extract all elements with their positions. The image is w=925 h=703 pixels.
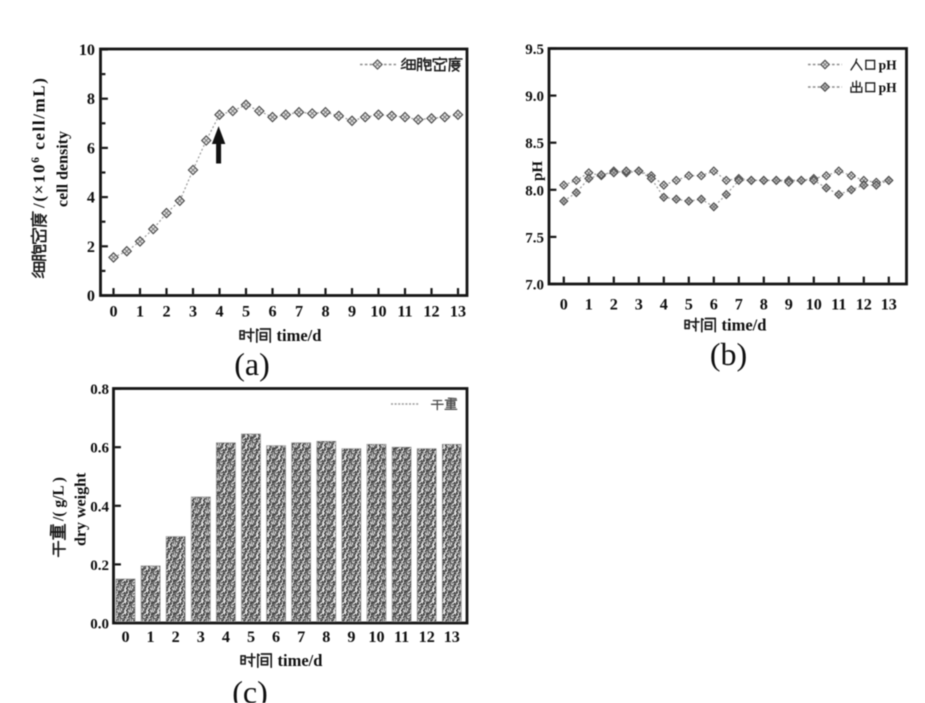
svg-text:8: 8: [760, 296, 768, 314]
svg-text:4: 4: [222, 628, 230, 646]
svg-text:2: 2: [162, 303, 170, 321]
svg-text:4: 4: [87, 189, 95, 207]
svg-text:pH: pH: [879, 80, 898, 95]
svg-text:2: 2: [172, 628, 180, 646]
svg-text:6: 6: [268, 303, 276, 321]
svg-text:9: 9: [348, 303, 356, 321]
svg-text:6: 6: [87, 139, 95, 157]
svg-text:9.0: 9.0: [525, 89, 544, 105]
svg-text:7: 7: [297, 628, 305, 646]
svg-text:time/d: time/d: [278, 651, 323, 670]
svg-text:8: 8: [87, 90, 95, 108]
svg-text:1: 1: [585, 296, 593, 314]
svg-text:3: 3: [189, 303, 197, 321]
svg-text:7: 7: [735, 296, 743, 314]
svg-text:12: 12: [856, 296, 872, 314]
svg-text:11: 11: [394, 628, 409, 646]
svg-text:9.5: 9.5: [525, 42, 544, 58]
svg-text:7: 7: [295, 303, 303, 321]
svg-text:0.2: 0.2: [90, 558, 109, 574]
svg-text:/( g/L ): /( g/L ): [50, 477, 67, 522]
svg-text:0.8: 0.8: [90, 382, 109, 398]
svg-text:10: 10: [368, 628, 384, 646]
svg-text:(a): (a): [234, 346, 270, 382]
svg-text:cell density: cell density: [54, 131, 71, 207]
svg-text:10: 10: [806, 296, 822, 314]
svg-text:6: 6: [272, 628, 280, 646]
svg-text:pH: pH: [530, 161, 546, 181]
svg-text:/(×106 cell/mL): /(×106 cell/mL): [29, 76, 48, 209]
svg-text:1: 1: [147, 628, 155, 646]
svg-text:11: 11: [397, 303, 412, 321]
svg-text:time/d: time/d: [722, 316, 767, 335]
svg-text:(c): (c): [232, 674, 268, 703]
svg-text:9: 9: [347, 628, 355, 646]
svg-text:5: 5: [242, 303, 250, 321]
svg-text:10: 10: [370, 303, 386, 321]
svg-text:13: 13: [450, 303, 466, 321]
svg-text:2: 2: [610, 296, 618, 314]
svg-text:5: 5: [685, 296, 693, 314]
svg-text:0: 0: [87, 287, 95, 305]
svg-text:4: 4: [660, 296, 668, 314]
svg-text:1: 1: [136, 303, 144, 321]
svg-text:0.6: 0.6: [90, 441, 109, 457]
svg-text:8.0: 8.0: [525, 183, 544, 199]
svg-text:0: 0: [109, 303, 117, 321]
svg-text:3: 3: [197, 628, 205, 646]
svg-text:0.4: 0.4: [90, 499, 109, 515]
svg-text:5: 5: [247, 628, 255, 646]
svg-text:8: 8: [321, 303, 329, 321]
svg-text:7.5: 7.5: [525, 230, 544, 246]
svg-text:8.5: 8.5: [525, 136, 544, 152]
svg-text:0: 0: [560, 296, 568, 314]
svg-text:12: 12: [423, 303, 439, 321]
svg-text:6: 6: [710, 296, 718, 314]
svg-text:10: 10: [79, 41, 95, 59]
svg-text:time/d: time/d: [277, 326, 322, 345]
svg-text:dry weight: dry weight: [72, 472, 89, 546]
svg-text:0: 0: [121, 628, 129, 646]
svg-text:(b): (b): [710, 336, 747, 372]
svg-text:13: 13: [444, 628, 460, 646]
svg-text:8: 8: [322, 628, 330, 646]
svg-text:13: 13: [881, 296, 897, 314]
svg-text:7.0: 7.0: [525, 278, 544, 294]
svg-text:2: 2: [87, 238, 95, 256]
svg-text:4: 4: [215, 303, 223, 321]
svg-text:12: 12: [419, 628, 435, 646]
svg-text:3: 3: [635, 296, 643, 314]
svg-text:pH: pH: [879, 58, 898, 73]
svg-text:9: 9: [785, 296, 793, 314]
svg-text:0.0: 0.0: [90, 617, 109, 633]
svg-text:11: 11: [831, 296, 846, 314]
